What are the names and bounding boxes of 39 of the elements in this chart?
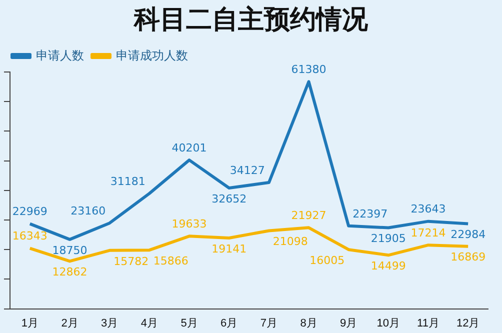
data-label: 23160: [70, 204, 106, 218]
x-tick-label: 10月: [376, 317, 400, 330]
data-label: 21927: [291, 209, 326, 222]
data-label: 16005: [310, 254, 345, 267]
data-label: 40201: [172, 141, 207, 154]
x-tick-label: 6月: [220, 317, 238, 330]
legend-label: 申请成功人数: [116, 48, 188, 62]
data-label: 16343: [12, 230, 48, 243]
data-label: 23643: [410, 202, 446, 216]
x-tick-label: 7月: [260, 317, 278, 330]
x-tick-label: 12月: [456, 317, 480, 330]
data-label: 16869: [450, 250, 486, 264]
data-label: 19141: [212, 242, 247, 256]
data-label: 18750: [52, 244, 88, 257]
data-label: 15866: [153, 254, 188, 268]
data-label: 14499: [370, 260, 406, 273]
data-label: 19633: [172, 218, 207, 231]
x-tick-label: 2月: [61, 317, 78, 330]
legend-label: 申请人数: [36, 48, 84, 62]
x-tick-label: 4月: [140, 317, 158, 330]
data-label: 21098: [272, 235, 308, 248]
data-label: 22984: [450, 228, 486, 242]
data-label: 22969: [12, 205, 48, 218]
data-label: 61380: [291, 63, 326, 76]
x-tick-label: 3月: [101, 317, 118, 330]
data-label: 32652: [212, 192, 247, 206]
data-label: 34127: [230, 164, 265, 177]
data-label: 21905: [370, 232, 406, 246]
data-label: 17214: [410, 226, 446, 240]
x-tick-label: 1月: [21, 317, 38, 330]
data-label: 12862: [52, 266, 88, 279]
x-tick-label: 11月: [417, 317, 440, 330]
data-label: 22397: [352, 207, 388, 220]
data-label: 15782: [114, 254, 149, 268]
chart-title: 科目二自主预约情况: [132, 4, 369, 37]
data-label: 31181: [110, 174, 146, 188]
x-tick-label: 9月: [340, 317, 358, 330]
x-tick-label: 5月: [180, 317, 198, 330]
x-tick-label: 8月: [300, 317, 318, 330]
